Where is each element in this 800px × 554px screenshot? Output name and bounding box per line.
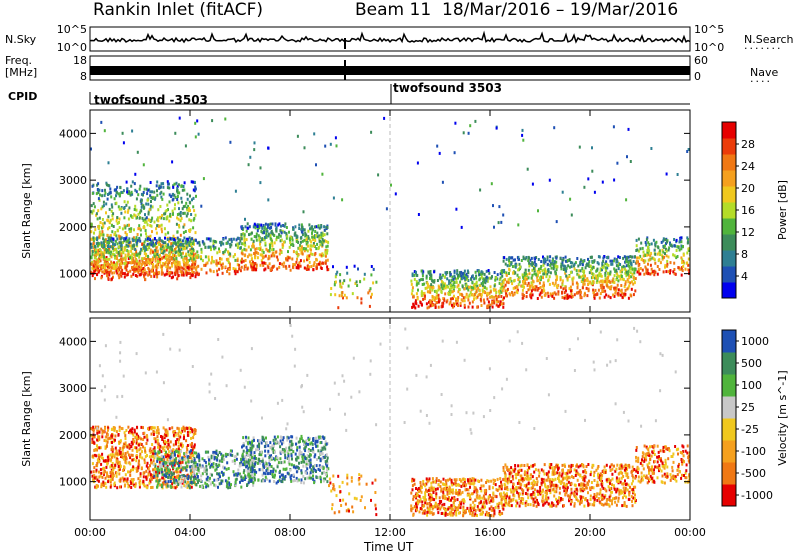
- colorbar-tick-label: 25: [741, 401, 755, 414]
- x-tick-label: 00:00: [674, 526, 706, 539]
- x-tick-label: 20:00: [574, 526, 606, 539]
- x-tick-label: 04:00: [174, 526, 206, 539]
- x-tick-label: 16:00: [474, 526, 506, 539]
- freq-label: Freq.: [5, 54, 33, 67]
- colorbar-tick-label: -100: [741, 445, 766, 458]
- colorbar-segment: [722, 202, 736, 219]
- colorbar-segment: [722, 122, 736, 139]
- nsky-line: [89, 30, 691, 44]
- y-tick-label: 2000: [59, 221, 87, 234]
- colorbar-tick-label: -25: [741, 423, 759, 436]
- nsearch-label: N.Search: [744, 33, 794, 46]
- y-tick-label: 1000: [59, 268, 87, 281]
- colorbar-label: Power [dB]: [776, 180, 789, 240]
- colorbar-segment: [722, 330, 736, 353]
- nsky-tick-top: 10^5: [57, 23, 87, 36]
- colorbar-segment: [722, 352, 736, 375]
- nave-dots: ····: [750, 75, 772, 88]
- y-tick-label: 3000: [59, 174, 87, 187]
- x-axis-label: Time UT: [364, 540, 414, 554]
- freq-tick-bottom: 8: [80, 70, 87, 83]
- y-axis-label: Slant Range [km]: [20, 163, 33, 259]
- colorbar-segment: [722, 484, 736, 507]
- power-panel-cells: [90, 116, 690, 310]
- y-tick-label: 2000: [59, 429, 87, 442]
- freq-band: [90, 66, 690, 75]
- colorbar-segment: [722, 234, 736, 251]
- colorbar-segment: [722, 138, 736, 155]
- colorbar-segment: [722, 418, 736, 441]
- colorbar-tick-label: 28: [741, 138, 755, 151]
- colorbar-segment: [722, 440, 736, 463]
- freq-unit: [MHz]: [5, 66, 38, 79]
- colorbar-segment: [722, 396, 736, 419]
- power-panel: 1000 2000 3000 4000 Slant Range [km]: [20, 109, 691, 313]
- colorbar-segment: [722, 462, 736, 485]
- x-tick-label: 08:00: [274, 526, 306, 539]
- date-range: 18/Mar/2016 – 19/Mar/2016: [442, 0, 679, 20]
- nsearch-tick-top: 10^5: [694, 23, 724, 36]
- colorbar-tick-label: 12: [741, 226, 755, 239]
- cpid-segment-1: twofsound -3503: [94, 93, 208, 107]
- y-tick-label: 3000: [59, 382, 87, 395]
- nave-label: Nave: [750, 66, 779, 79]
- colorbar-segment: [722, 186, 736, 203]
- colorbar-tick-label: 100: [741, 379, 762, 392]
- colorbar-tick-label: -1000: [741, 489, 773, 502]
- colorbar-segment: [722, 154, 736, 171]
- freq-tick-top: 18: [73, 54, 87, 67]
- x-tick-label: 00:00: [74, 526, 106, 539]
- colorbar-frame: [721, 329, 737, 507]
- cpid-segment-2: twofsound 3503: [393, 81, 502, 95]
- velocity-panel-colorbar: 1000 500 100 25 -25 -100 -500 -1000 Velocity [m …: [721, 329, 789, 507]
- colorbar-segment: [722, 250, 736, 267]
- colorbar-tick-label: 500: [741, 357, 762, 370]
- y-tick-label: 1000: [59, 476, 87, 489]
- y-axis-label: Slant Range [km]: [20, 371, 33, 467]
- nsky-panel: [89, 26, 691, 52]
- nave-tick-bottom: 0: [694, 70, 701, 83]
- station-title: Rankin Inlet (fitACF): [93, 0, 264, 20]
- nsky-tick-bottom: 10^0: [57, 41, 87, 54]
- colorbar-segment: [722, 374, 736, 397]
- beam-label: Beam 11: [355, 0, 432, 20]
- colorbar-label: Velocity [m s^-1]: [776, 370, 789, 465]
- colorbar-segment: [722, 170, 736, 187]
- nsearch-dots: ·······: [744, 42, 783, 55]
- colorbar-tick-label: 20: [741, 182, 755, 195]
- y-tick-label: 4000: [59, 335, 87, 348]
- nave-tick-top: 60: [694, 54, 708, 67]
- colorbar-tick-label: 1000: [741, 335, 769, 348]
- colorbar-segment: [722, 266, 736, 283]
- colorbar-segment: [722, 282, 736, 299]
- colorbar-tick-label: -500: [741, 467, 766, 480]
- velocity-panel-cells: [90, 324, 690, 518]
- cpid-label: CPID: [8, 90, 38, 103]
- colorbar-tick-label: 8: [741, 248, 748, 261]
- nsearch-tick-bottom: 10^0: [694, 41, 724, 54]
- colorbar-tick-label: 16: [741, 204, 755, 217]
- x-tick-label: 12:00: [374, 526, 406, 539]
- velocity-panel: 1000 2000 3000 4000 Slant Range [km] 00:00 04:…: [20, 317, 706, 539]
- colorbar-tick-label: 4: [741, 270, 748, 283]
- colorbar-tick-label: 24: [741, 160, 755, 173]
- colorbar-segment: [722, 218, 736, 235]
- nsky-label: N.Sky: [5, 33, 37, 46]
- power-panel-colorbar: 4 8 12 16 20 24 28 Power [dB]: [721, 121, 789, 299]
- y-tick-label: 4000: [59, 127, 87, 140]
